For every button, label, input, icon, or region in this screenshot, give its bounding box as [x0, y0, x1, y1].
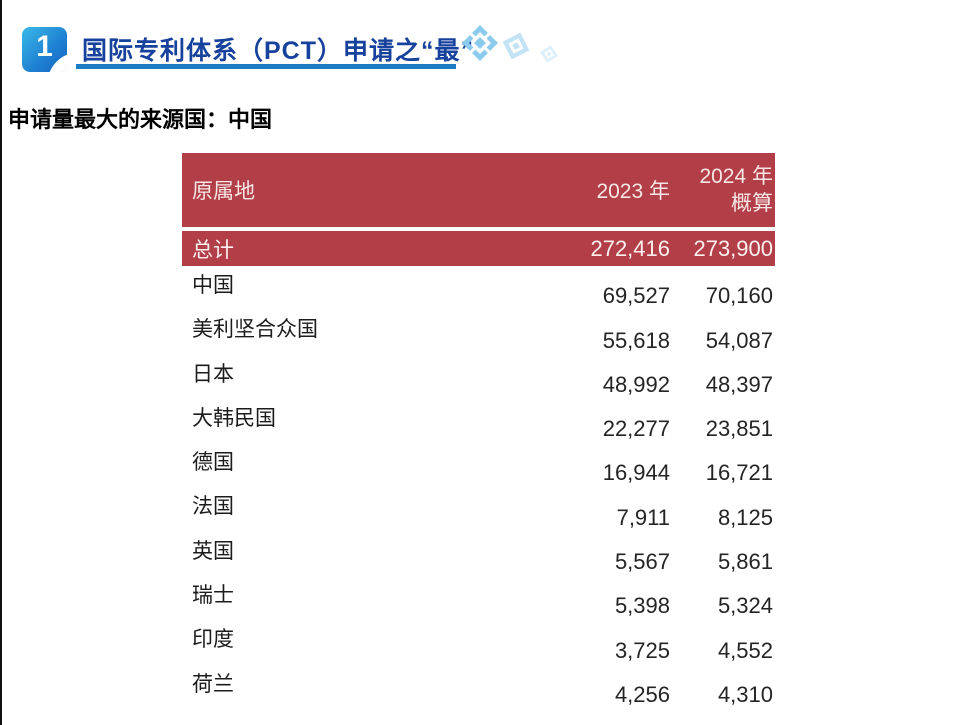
header-total-divider: [182, 227, 775, 231]
diamond-outline-small-icon: [540, 45, 558, 63]
column-2023: 2023 年: [596, 180, 670, 203]
row-origin: 大韩民国: [192, 405, 276, 430]
row-origin: 印度: [192, 627, 234, 652]
section-number-badge: 1: [22, 27, 67, 72]
table-row: 荷兰 4,256 4,310: [182, 665, 775, 709]
row-2024-value: 16,721: [705, 460, 773, 486]
table-row: 德国 16,944 16,721: [182, 443, 775, 487]
table-row: 日本 48,992 48,397: [182, 355, 775, 399]
row-origin: 瑞士: [192, 583, 234, 608]
row-origin: 日本: [192, 361, 234, 386]
row-origin: 美利坚合众国: [192, 317, 318, 342]
row-2024-value: 4,310: [717, 681, 773, 707]
row-2023-value: 5,567: [614, 549, 670, 575]
diamond-outline-icon: [502, 32, 530, 60]
row-origin: 法国: [192, 494, 234, 519]
column-2024-line2: 概算: [731, 191, 773, 215]
table-row: 瑞士 5,398 5,324: [182, 576, 775, 620]
table-row: 大韩民国 22,277 23,851: [182, 399, 775, 443]
table-body: 中国 69,527 70,160 美利坚合众国 55,618 54,087 日本…: [182, 266, 775, 709]
row-2023-value: 3,725: [614, 637, 670, 663]
row-2023-value: 7,911: [616, 504, 670, 530]
title-underline: [76, 64, 456, 69]
row-2024-value: 48,397: [705, 371, 773, 397]
total-label: 总计: [192, 237, 234, 262]
table-row: 美利坚合众国 55,618 54,087: [182, 310, 775, 354]
diamond-star-icon: [461, 24, 500, 63]
pct-origin-table: 原属地 2023 年 2024 年 概算 总计 272,416 273,900 …: [182, 153, 775, 709]
page-subtitle: 申请量最大的来源国：中国: [8, 107, 273, 132]
row-2024-value: 8,125: [717, 504, 773, 530]
row-origin: 英国: [192, 538, 234, 563]
row-2023-value: 16,944: [602, 460, 670, 486]
row-origin: 荷兰: [192, 671, 234, 696]
table-header-row: 原属地 2023 年 2024 年 概算: [182, 153, 775, 227]
table-row: 中国 69,527 70,160: [182, 266, 775, 310]
total-row: 总计 272,416 273,900: [182, 231, 775, 266]
row-2023-value: 4,256: [614, 681, 670, 707]
column-2024-line1: 2024 年: [699, 164, 773, 188]
row-2023-value: 48,992: [602, 371, 670, 397]
row-2024-value: 23,851: [705, 416, 773, 442]
row-2023-value: 5,398: [614, 593, 670, 619]
row-2024-value: 54,087: [705, 327, 773, 353]
row-origin: 德国: [192, 450, 234, 475]
total-2024-value: 273,900: [693, 235, 773, 261]
page-left-border: [0, 0, 2, 725]
row-2024-value: 5,324: [717, 593, 773, 619]
row-origin: 中国: [192, 273, 234, 297]
row-2024-value: 5,861: [717, 549, 773, 575]
row-2023-value: 69,527: [602, 283, 670, 309]
row-2024-value: 70,160: [705, 283, 773, 309]
table-row: 法国 7,911 8,125: [182, 487, 775, 531]
section-number: 1: [36, 30, 53, 63]
row-2024-value: 4,552: [717, 637, 773, 663]
decorative-diamonds: [461, 24, 558, 63]
table-row: 印度 3,725 4,552: [182, 620, 775, 664]
column-origin: 原属地: [192, 179, 255, 203]
row-2023-value: 22,277: [602, 416, 670, 442]
section-title: 国际专利体系（PCT）申请之“最”: [82, 37, 475, 65]
table-row: 英国 5,567 5,861: [182, 532, 775, 576]
column-2024: 2024 年 概算: [670, 163, 773, 218]
total-2023-value: 272,416: [590, 235, 670, 261]
row-2023-value: 55,618: [602, 327, 670, 353]
